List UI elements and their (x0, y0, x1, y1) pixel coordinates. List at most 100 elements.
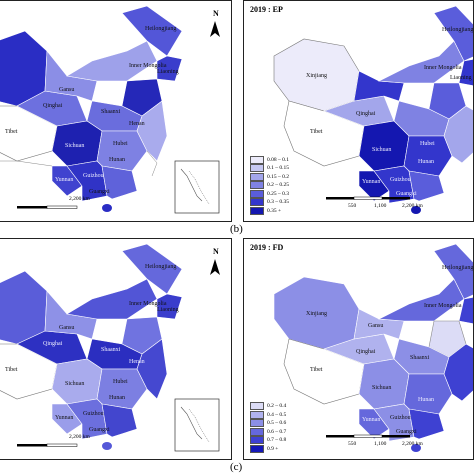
legend-item: 0.9 + (250, 444, 286, 454)
panel-title-fd: 2019 : FD (250, 243, 284, 252)
legend-swatch (250, 436, 264, 445)
label-yunnan: Yunnan (362, 179, 381, 185)
scale-label-2200: 2,200 km (402, 203, 423, 209)
label-liaoning: Liaoning (450, 75, 472, 81)
label-hunan: Hunan (109, 157, 125, 163)
legend-swatch (250, 181, 264, 190)
map-panel-ep-2019: 2019 : EP Xinjiang Heilongjiang Inner Mo… (243, 0, 474, 222)
legend-item: 0.2 – 0.25 (250, 181, 289, 190)
china-map-fd (273, 243, 473, 452)
china-map-ep (273, 5, 473, 214)
label-yunnan: Yunnan (55, 415, 74, 421)
legend-item: 0.3 – 0.35 (250, 198, 289, 207)
label-guizhou: Guizhou (83, 173, 104, 179)
label-heilongjiang: Heilongjiang (145, 26, 177, 32)
legend-item: 0.4 – 0.5 (250, 410, 286, 420)
north-label: N (213, 9, 219, 18)
label-henan: Henan (129, 121, 145, 127)
label-tibet: Tibet (5, 129, 18, 135)
label-guangxi: Guangxi (396, 429, 417, 435)
label-xinjiang: Xinjiang (306, 73, 327, 79)
label-inner-mongolia: Inner Mongolia (424, 65, 462, 71)
label-sichuan: Sichuan (372, 385, 392, 391)
scale-label-1100: 1,100 (374, 203, 387, 209)
scale-label-end: 2,200 km (69, 434, 90, 440)
label-hubei: Hubei (113, 141, 128, 147)
legend-item: 0.15 – 0.2 (250, 172, 289, 182)
label-guizhou: Guizhou (83, 411, 104, 417)
label-inner-mongolia: Inner Mongolia (129, 63, 167, 69)
legend-ep: 0.08 – 0.1 0.1 – 0.15 0.15 – 0.2 0.2 – 0… (250, 155, 289, 216)
legend-item: 0.5 – 0.6 (250, 419, 286, 428)
label-heilongjiang: Heilongjiang (442, 265, 474, 271)
label-sichuan: Sichuan (65, 143, 85, 149)
legend-item: 0.25 – 0.3 (250, 189, 289, 199)
legend-swatch (250, 444, 264, 453)
label-heilongjiang: Heilongjiang (442, 27, 474, 33)
legend-swatch (250, 427, 264, 436)
caption-b: (b) (230, 223, 243, 235)
legend-item: 0.35 + (250, 206, 289, 216)
label-qinghai: Qinghai (356, 349, 376, 355)
label-qinghai: Qinghai (43, 103, 63, 109)
label-sichuan: Sichuan (65, 381, 85, 387)
label-gansu: Gansu (59, 325, 75, 331)
label-inner-mongolia: Inner Mongolia (424, 303, 462, 309)
label-yunnan: Yunnan (55, 177, 74, 183)
map-panel-bottom-left: N Heilongjiang Inner Mongolia Liaoning G… (0, 238, 232, 460)
label-guizhou: Guizhou (390, 415, 411, 421)
label-tibet: Tibet (5, 367, 18, 373)
legend-swatch (250, 206, 264, 215)
map-panel-top-left: N Heilongjiang Inner Mongolia Liaoning G… (0, 0, 232, 222)
label-guangxi: Guangxi (89, 427, 110, 433)
legend-swatch (250, 402, 264, 411)
scale-label-end: 2,200 km (69, 196, 90, 202)
legend-item: 0.6 – 0.7 (250, 427, 286, 437)
label-hubei: Hubei (420, 141, 435, 147)
china-map-bottom-left (0, 243, 220, 452)
label-qinghai: Qinghai (356, 111, 376, 117)
label-tibet: Tibet (310, 129, 323, 135)
legend-item: 0.1 – 0.15 (250, 164, 289, 173)
north-label: N (213, 247, 219, 256)
legend-item: 0.7 – 0.8 (250, 436, 286, 445)
legend-item: 0.08 – 0.1 (250, 155, 289, 165)
scale-label-550: 550 (348, 203, 357, 209)
label-hunan: Hunan (418, 397, 434, 403)
label-shaanxi: Shaanxi (101, 347, 121, 353)
label-gansu: Gansu (59, 87, 75, 93)
label-tibet: Tibet (310, 367, 323, 373)
label-xinjiang: Xinjiang (306, 311, 327, 317)
label-hunan: Hunan (418, 159, 434, 165)
legend-swatch (250, 189, 264, 198)
label-heilongjiang: Heilongjiang (145, 264, 177, 270)
label-liaoning: Liaoning (157, 69, 179, 75)
label-henan: Henan (129, 359, 145, 365)
label-shaanxi: Shaanxi (101, 109, 121, 115)
label-hunan: Hunan (109, 395, 125, 401)
label-shaanxi: Shaanxi (410, 355, 430, 361)
legend-swatch (250, 155, 264, 164)
label-hubei: Hubei (113, 379, 128, 385)
label-liaoning: Liaoning (157, 307, 179, 313)
legend-swatch (250, 419, 264, 428)
label-yunnan: Yunnan (362, 417, 381, 423)
scale-label-550: 550 (348, 441, 357, 447)
china-map-top-left (0, 5, 220, 214)
map-panel-fd-2019: 2019 : FD Xinjiang Heilongjiang Inner Mo… (243, 238, 474, 460)
legend-swatch (250, 198, 264, 207)
label-inner-mongolia: Inner Mongolia (129, 301, 167, 307)
scale-label-2200: 2,200 km (402, 441, 423, 447)
label-gansu: Gansu (368, 323, 384, 329)
legend-swatch (250, 172, 264, 181)
legend-swatch (250, 410, 264, 419)
label-guangxi: Guangxi (396, 191, 417, 197)
label-qinghai: Qinghai (43, 341, 63, 347)
caption-c: (c) (230, 461, 243, 473)
legend-item: 0.2 – 0.4 (250, 402, 286, 411)
legend-fd: 0.2 – 0.4 0.4 – 0.5 0.5 – 0.6 0.6 – 0.7 … (250, 402, 286, 453)
legend-swatch (250, 164, 264, 173)
label-guangxi: Guangxi (89, 189, 110, 195)
scale-label-1100: 1,100 (374, 441, 387, 447)
label-sichuan: Sichuan (372, 147, 392, 153)
